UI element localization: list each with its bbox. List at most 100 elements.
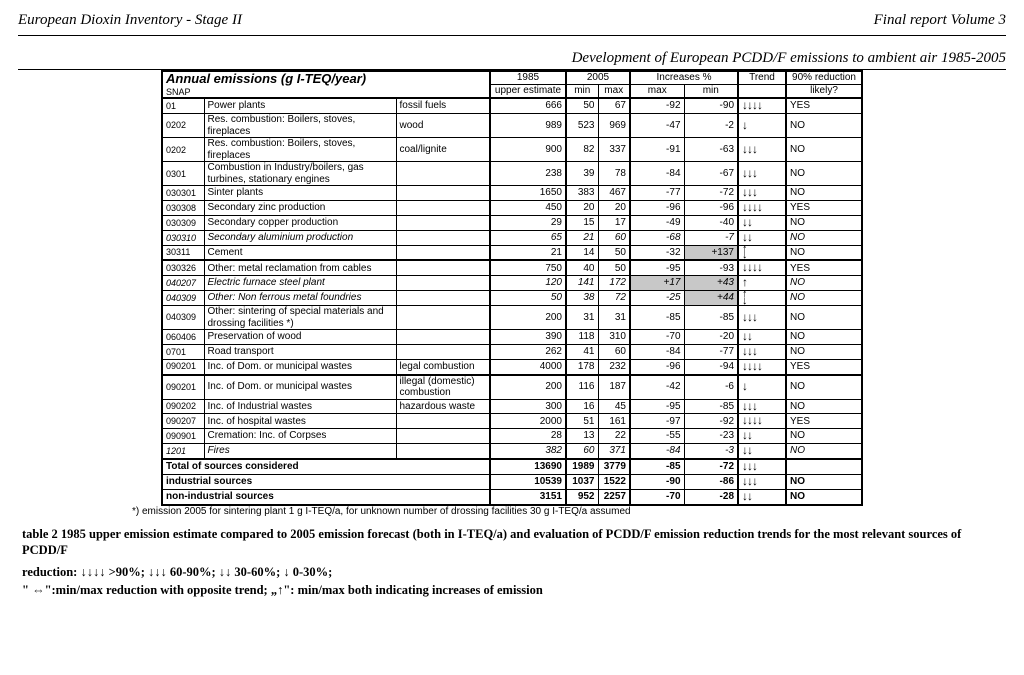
snap-label: SNAP <box>166 87 486 97</box>
table-row: 30311Cement211450-32+137↑↓NO <box>162 245 862 260</box>
val-inc-max: -97 <box>630 414 684 429</box>
source-name: Other: Non ferrous metal foundries <box>204 291 396 306</box>
total-trend: ↓↓↓ <box>738 474 786 489</box>
table-footnote: *) emission 2005 for sintering plant 1 g… <box>132 506 1006 517</box>
col-1985-sub: upper estimate <box>490 85 566 99</box>
val-2005-min: 40 <box>566 260 598 275</box>
snap-code: 030308 <box>162 201 204 216</box>
val-inc-max: -95 <box>630 260 684 275</box>
val-2005-min: 383 <box>566 186 598 201</box>
source-name: Road transport <box>204 344 396 359</box>
snap-code: 030326 <box>162 260 204 275</box>
val-2005-max: 50 <box>598 245 630 260</box>
val-2005-min: 14 <box>566 245 598 260</box>
val-inc-max: -84 <box>630 444 684 459</box>
val-inc-min: -93 <box>684 260 738 275</box>
val-2005-max: 31 <box>598 305 630 329</box>
likely-90: NO <box>786 291 862 306</box>
val-inc-min: -63 <box>684 138 738 162</box>
col-90-sub: likely? <box>786 85 862 99</box>
page-header: European Dioxin Inventory - Stage II Fin… <box>18 12 1006 29</box>
val-1985: 382 <box>490 444 566 459</box>
val-inc-max: -68 <box>630 230 684 245</box>
col-inc-min: min <box>684 85 738 99</box>
source-name: Cremation: Inc. of Corpses <box>204 429 396 444</box>
val-1985: 200 <box>490 305 566 329</box>
col-90reduction: 90% reduction <box>786 71 862 85</box>
table-body: 01Power plantsfossil fuels6665067-92-90↓… <box>162 98 862 504</box>
table-row: 090201Inc. of Dom. or municipal wastesil… <box>162 375 862 400</box>
source-sub: wood <box>396 114 490 138</box>
val-inc-min: -7 <box>684 230 738 245</box>
val-inc-max: -42 <box>630 375 684 400</box>
source-sub: hazardous waste <box>396 399 490 414</box>
likely-90: YES <box>786 414 862 429</box>
val-2005-min: 116 <box>566 375 598 400</box>
header-right: Final report Volume 3 <box>874 12 1006 29</box>
val-inc-min: -94 <box>684 359 738 374</box>
val-inc-min: -2 <box>684 114 738 138</box>
table-row: 060406Preservation of wood390118310-70-2… <box>162 330 862 345</box>
val-inc-max: -70 <box>630 330 684 345</box>
val-inc-min: -72 <box>684 186 738 201</box>
val-inc-min: -85 <box>684 399 738 414</box>
snap-code: 090202 <box>162 399 204 414</box>
total-row: Total of sources considered1369019893779… <box>162 459 862 474</box>
val-inc-max: -32 <box>630 245 684 260</box>
total-label: Total of sources considered <box>162 459 490 474</box>
trend-arrows: ↓↓↓ <box>738 399 786 414</box>
total-inc-max: -90 <box>630 474 684 489</box>
trend-arrows: ↓↓↓↓ <box>738 201 786 216</box>
source-name: Combustion in Industry/boilers, gas turb… <box>204 162 396 186</box>
total-min: 952 <box>566 489 598 505</box>
likely-90: NO <box>786 114 862 138</box>
snap-code: 090207 <box>162 414 204 429</box>
table-row: 040309Other: Non ferrous metal foundries… <box>162 291 862 306</box>
col-increases: Increases % <box>630 71 738 85</box>
source-sub <box>396 230 490 245</box>
source-name: Secondary zinc production <box>204 201 396 216</box>
val-1985: 750 <box>490 260 566 275</box>
trend-arrows: ↓↓↓ <box>738 162 786 186</box>
trend-arrows: ↓↓↓ <box>738 305 786 329</box>
table-row: 090901Cremation: Inc. of Corpses281322-5… <box>162 429 862 444</box>
source-sub: coal/lignite <box>396 138 490 162</box>
val-inc-max: -49 <box>630 215 684 230</box>
total-trend: ↓↓ <box>738 489 786 505</box>
table-row: 090207Inc. of hospital wastes200051161-9… <box>162 414 862 429</box>
col-2005: 2005 <box>566 71 630 85</box>
total-row: industrial sources1053910371522-90-86↓↓↓… <box>162 474 862 489</box>
val-inc-min: +43 <box>684 276 738 291</box>
snap-code: 1201 <box>162 444 204 459</box>
total-inc-min: -86 <box>684 474 738 489</box>
val-2005-max: 67 <box>598 98 630 113</box>
total-min: 1989 <box>566 459 598 474</box>
val-1985: 21 <box>490 245 566 260</box>
source-sub <box>396 291 490 306</box>
total-trend: ↓↓↓ <box>738 459 786 474</box>
total-min: 1037 <box>566 474 598 489</box>
val-2005-min: 118 <box>566 330 598 345</box>
val-2005-max: 467 <box>598 186 630 201</box>
table-row: 090201Inc. of Dom. or municipal wastesle… <box>162 359 862 374</box>
val-1985: 200 <box>490 375 566 400</box>
likely-90: NO <box>786 305 862 329</box>
val-1985: 238 <box>490 162 566 186</box>
source-sub <box>396 260 490 275</box>
total-label: industrial sources <box>162 474 490 489</box>
table-row: 1201Fires38260371-84-3↓↓NO <box>162 444 862 459</box>
val-inc-min: -96 <box>684 201 738 216</box>
snap-code: 01 <box>162 98 204 113</box>
val-inc-max: -91 <box>630 138 684 162</box>
val-1985: 2000 <box>490 414 566 429</box>
snap-code: 090201 <box>162 375 204 400</box>
val-inc-max: -95 <box>630 399 684 414</box>
val-1985: 29 <box>490 215 566 230</box>
table-row: 030310Secondary aluminium production6521… <box>162 230 862 245</box>
snap-code: 060406 <box>162 330 204 345</box>
trend-arrows: ↓↓↓ <box>738 186 786 201</box>
val-2005-max: 172 <box>598 276 630 291</box>
likely-90: YES <box>786 359 862 374</box>
source-name: Inc. of Dom. or municipal wastes <box>204 375 396 400</box>
val-inc-max: -84 <box>630 162 684 186</box>
